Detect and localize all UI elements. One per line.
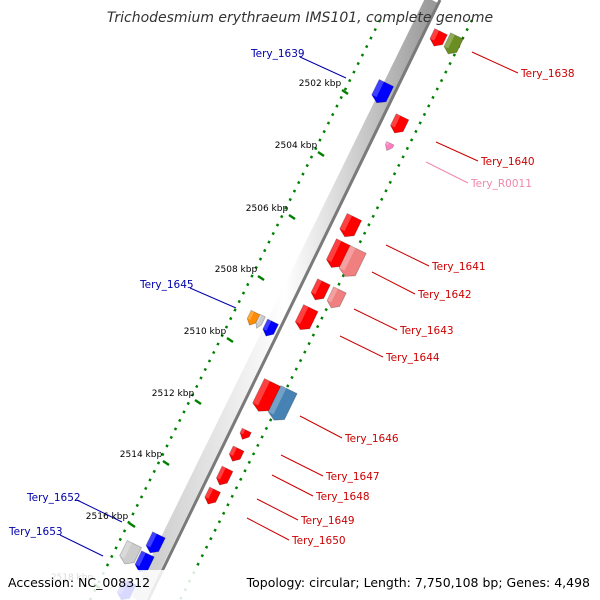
leader-line	[299, 56, 347, 79]
kbp-tick-label: 2508 kbp	[215, 265, 258, 275]
gene-block	[294, 304, 319, 331]
leader-line	[385, 244, 430, 267]
gene-block	[134, 550, 155, 573]
gene-block	[246, 309, 261, 326]
gene-block	[429, 28, 448, 47]
gene-features	[116, 28, 464, 600]
leader-line	[471, 51, 519, 74]
leader-line	[246, 517, 290, 541]
label-leader-lines	[59, 51, 519, 557]
gene-block	[443, 32, 464, 55]
leader-line	[339, 335, 384, 358]
outer-dotted-guide	[88, 19, 382, 600]
gene-block	[145, 531, 166, 554]
kbp-tick-label: 2512 kbp	[152, 389, 195, 399]
leader-line	[435, 141, 479, 162]
inner-dotted-guide	[178, 19, 474, 600]
gene-block	[239, 427, 252, 440]
gene-label: Tery_1647	[325, 471, 380, 483]
leader-line	[371, 271, 416, 295]
gene-label: Tery_1653	[8, 526, 63, 538]
leader-line	[425, 161, 469, 184]
footer-backdrop	[0, 570, 600, 600]
kbp-tick-mark	[288, 213, 296, 221]
gene-label: Tery_1652	[26, 492, 81, 504]
gene-label: Tery_1641	[431, 261, 486, 273]
genome-backbone	[146, 0, 442, 600]
leader-line	[299, 415, 343, 439]
gene-label: Tery_1643	[399, 325, 454, 337]
gene-label: Tery_1642	[417, 289, 472, 301]
leader-line	[256, 498, 299, 521]
gene-label: Tery_1639	[250, 48, 305, 60]
gene-block	[255, 313, 266, 329]
gene-block	[204, 486, 221, 505]
gene-label: Tery_1649	[300, 515, 355, 527]
kbp-tick-label: 2514 kbp	[120, 450, 163, 460]
kbp-tick-mark	[128, 521, 136, 529]
gene-block	[215, 465, 234, 486]
gene-block	[326, 286, 347, 309]
gene-label: Tery_1648	[315, 491, 370, 503]
map-title: Trichodesmium erythraeum IMS101, complet…	[107, 10, 493, 26]
gene-block	[339, 212, 363, 238]
gene-block	[228, 445, 245, 462]
gene-block	[338, 244, 367, 277]
kbp-tick-mark	[341, 88, 349, 96]
gene-block	[390, 113, 410, 134]
gene-block	[384, 141, 395, 152]
leader-line	[271, 474, 314, 497]
gene-block	[262, 318, 279, 337]
gene-label: Tery_1640	[480, 156, 535, 168]
kbp-tick-label: 2516 kbp	[86, 512, 129, 522]
gene-label: Tery_R0011	[470, 178, 532, 190]
kbp-tick-mark	[257, 274, 265, 282]
kbp-tick-label: 2510 kbp	[184, 327, 227, 337]
gene-labels: Tery_1639 Tery_1638 Tery_1640 Tery_R0011 Ter…	[8, 48, 575, 547]
genome-summary-text: Topology: circular; Length: 7,750,108 bp…	[246, 575, 590, 590]
gene-block	[325, 238, 352, 268]
leader-line	[59, 534, 104, 557]
kbp-tick-label: 2506 kbp	[246, 204, 289, 214]
leader-line	[76, 499, 123, 523]
kbp-tick-label: 2504 kbp	[275, 141, 318, 151]
gene-label: Tery_1645	[139, 279, 194, 291]
gene-label: Tery_1638	[520, 68, 575, 80]
gene-block	[119, 539, 143, 565]
gene-label: Tery_1644	[385, 352, 440, 364]
accession-text: Accession: NC_008312	[8, 575, 150, 590]
gene-label: Tery_1650	[291, 535, 346, 547]
leader-line	[189, 287, 237, 309]
gene-block	[267, 385, 298, 421]
gene-block	[371, 78, 395, 104]
kbp-tick-mark	[194, 398, 202, 406]
gene-block	[310, 278, 331, 301]
leader-line	[280, 454, 324, 477]
leader-line	[353, 308, 398, 331]
gene-block	[252, 378, 282, 412]
kbp-tick-mark	[162, 459, 170, 467]
kbp-tick-label: 2502 kbp	[299, 79, 342, 89]
kbp-tick-labels: 2502 kbp 2504 kbp 2506 kbp 2508 kbp 2510 kbp…	[51, 79, 349, 590]
gene-label: Tery_1646	[344, 433, 399, 445]
kbp-tick-mark	[226, 336, 234, 344]
kbp-tick-mark	[317, 150, 325, 158]
